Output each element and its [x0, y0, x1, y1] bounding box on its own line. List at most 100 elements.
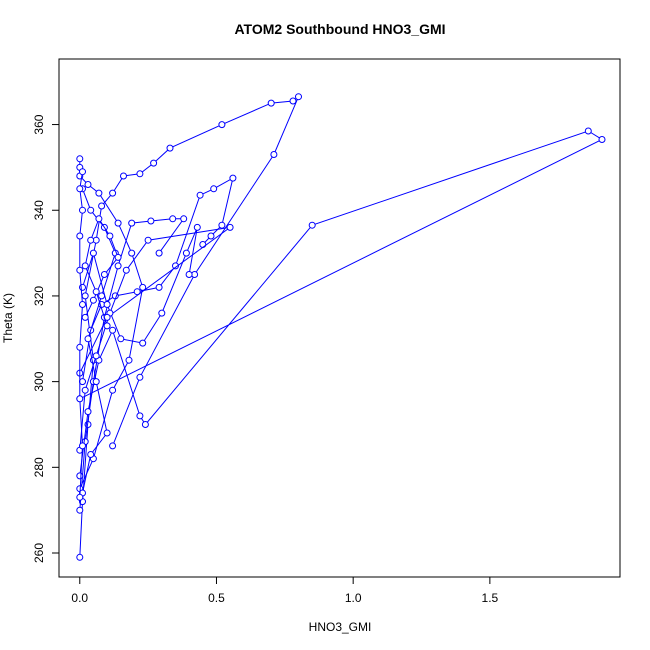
data-point	[76, 185, 84, 193]
data-point	[98, 292, 106, 300]
data-point	[185, 271, 193, 278]
series-4	[76, 127, 606, 480]
data-point	[166, 144, 174, 152]
data-point	[89, 249, 97, 257]
data-point	[76, 266, 84, 274]
data-point	[95, 215, 103, 223]
x-axis-label: HNO3_GMI	[309, 620, 372, 634]
data-point	[158, 309, 166, 317]
series-3	[79, 174, 237, 386]
data-point	[79, 442, 86, 450]
y-tick-label: 300	[32, 371, 46, 391]
data-point	[92, 288, 100, 296]
data-point	[92, 352, 100, 360]
data-point	[81, 292, 89, 300]
data-point	[109, 442, 117, 450]
data-point	[289, 97, 297, 105]
data-point	[117, 335, 125, 343]
data-point	[172, 262, 179, 270]
data-point	[81, 313, 89, 321]
data-point	[295, 93, 302, 101]
data-point	[76, 472, 84, 480]
x-tick-label: 1.5	[482, 591, 499, 605]
data-point	[136, 412, 144, 420]
plot-area	[76, 93, 606, 561]
data-point	[136, 170, 144, 178]
data-point	[109, 189, 117, 197]
data-point	[76, 343, 84, 351]
chart-title: ATOM2 Southbound HNO3_GMI	[234, 21, 445, 37]
data-point	[79, 301, 86, 308]
series-line	[84, 217, 119, 327]
data-point	[87, 451, 95, 458]
data-point	[229, 174, 237, 182]
data-point	[114, 253, 122, 261]
data-point	[155, 283, 163, 291]
data-point	[218, 121, 226, 129]
x-axis: 0.0 0.5 1.0 1.5	[71, 576, 499, 605]
data-point	[84, 335, 92, 343]
data-point	[226, 223, 234, 231]
data-point	[147, 217, 155, 225]
data-point	[133, 288, 141, 296]
data-point	[155, 249, 163, 257]
data-point	[109, 386, 117, 394]
data-point	[196, 191, 204, 199]
data-point	[150, 159, 158, 167]
data-point	[103, 322, 111, 330]
data-point	[103, 301, 111, 308]
data-point	[267, 99, 275, 107]
data-point	[136, 373, 144, 381]
data-point	[98, 202, 106, 210]
series-8	[79, 185, 119, 497]
data-point	[76, 553, 84, 561]
data-point	[139, 283, 147, 291]
y-tick-label: 340	[32, 200, 46, 220]
data-point	[79, 283, 86, 291]
data-point	[79, 378, 86, 386]
data-point	[210, 185, 218, 193]
y-axis-label: Theta (K)	[1, 293, 15, 343]
data-point	[79, 206, 86, 214]
data-point	[109, 326, 117, 334]
data-point	[76, 506, 84, 514]
x-tick-label: 0.0	[71, 591, 88, 605]
data-point	[87, 236, 95, 244]
data-point	[76, 155, 84, 163]
data-point	[122, 266, 130, 274]
data-point	[114, 262, 122, 270]
series-5	[79, 223, 201, 347]
data-point	[84, 408, 92, 416]
series-line	[79, 130, 604, 476]
y-tick-label: 280	[32, 457, 46, 477]
x-tick-label: 1.0	[345, 591, 362, 605]
data-point	[270, 151, 278, 158]
data-point	[139, 339, 147, 347]
y-tick-label: 260	[32, 543, 46, 563]
data-point	[114, 219, 122, 227]
data-point	[308, 221, 316, 229]
data-point	[584, 127, 592, 135]
series-1	[76, 93, 302, 561]
plot-frame	[58, 58, 621, 578]
data-point	[180, 215, 188, 223]
data-point	[92, 378, 100, 386]
series-line	[79, 226, 231, 451]
data-point	[125, 356, 133, 364]
y-tick-label: 320	[32, 286, 46, 306]
data-point	[207, 232, 215, 240]
data-point	[193, 223, 201, 231]
data-point	[95, 189, 103, 197]
data-point	[81, 386, 89, 394]
data-point	[128, 219, 136, 227]
x-tick-label: 0.5	[208, 591, 225, 605]
series-6	[76, 223, 234, 454]
series-7	[76, 172, 147, 493]
data-point	[144, 236, 152, 244]
data-point	[100, 271, 108, 278]
series-line	[79, 175, 144, 489]
data-point	[87, 206, 95, 214]
data-point	[598, 136, 606, 143]
data-point	[76, 232, 84, 240]
